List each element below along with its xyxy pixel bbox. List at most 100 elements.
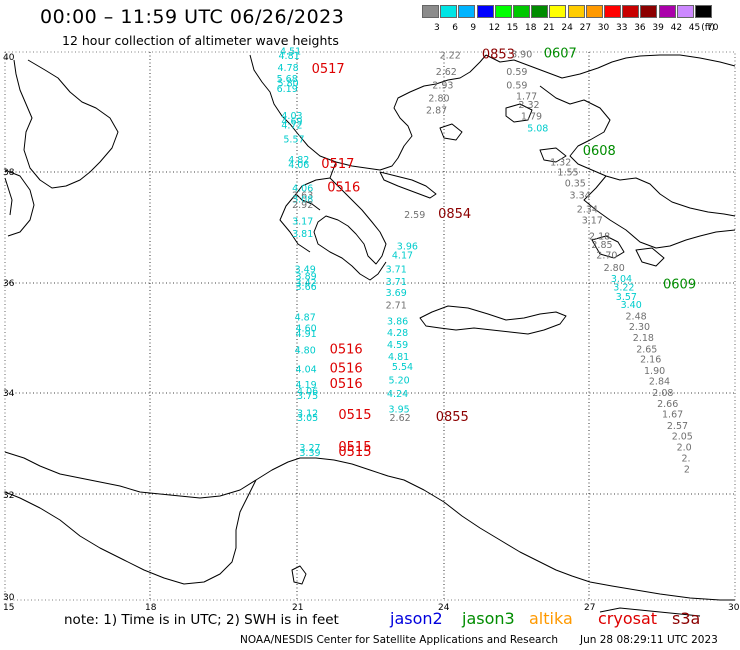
- wave-height-label: 4.24: [387, 389, 408, 400]
- wave-height-label: 1.79: [521, 111, 542, 122]
- scale-label: 45: [688, 23, 701, 33]
- wave-height-label: 3.39: [299, 448, 320, 459]
- track-west: 4.514.814.78 0517 5.685.806.19 4.034.694.72…: [277, 47, 372, 460]
- wave-height-label: 3.71: [386, 264, 407, 275]
- scale-label: 70: [707, 23, 719, 33]
- pass-time-label: 0516: [330, 377, 363, 392]
- wave-height-label: 2.70: [596, 251, 617, 262]
- scale-swatch: [622, 5, 640, 18]
- wave-height-label: 4.72: [281, 121, 302, 132]
- wave-height-label: 2.66: [657, 399, 678, 410]
- wave-height-color-scale: 3 6 9 12 15 18 21 24 27 30 33 36 39 42 45 70 (ft): [422, 5, 732, 35]
- scale-swatch: [549, 5, 567, 18]
- scale-label: 30: [597, 23, 610, 33]
- wave-height-label: 3.40: [621, 300, 642, 311]
- lat-label: 34: [3, 389, 15, 399]
- scale-swatch: [676, 5, 694, 18]
- wave-height-label: 2.87: [426, 105, 447, 116]
- wave-height-label: 2.18: [589, 231, 610, 242]
- pass-time-label: 0515: [338, 440, 371, 455]
- wave-height-label: 3.96: [397, 241, 418, 252]
- wave-height-label: 4.87: [295, 313, 316, 324]
- track-central: 2.62 0855 3.95 4.24 5.20 5.544.814.594.283.86…: [386, 207, 472, 425]
- wave-height-label: 3.08: [292, 195, 313, 206]
- wave-height-label: 1.55: [557, 167, 578, 178]
- scale-swatch: [494, 5, 512, 18]
- wave-height-label: 3.95: [389, 405, 410, 416]
- wave-height-label: 2.92: [292, 200, 313, 211]
- wave-height-label: 3.75: [297, 391, 318, 402]
- scale-swatch: [658, 5, 676, 18]
- wave-height-label: 2.65: [636, 344, 657, 355]
- wave-height-label: 4.82: [288, 155, 309, 166]
- wave-height-label: 2.57: [667, 421, 688, 432]
- wave-height-label: 2.80: [428, 93, 449, 104]
- pass-time-label: 0516: [330, 362, 363, 377]
- generated-timestamp: Jun 28 08:29:11 UTC 2023: [580, 634, 718, 646]
- scale-label: 15: [506, 23, 519, 33]
- wave-height-label: 4.04: [296, 365, 317, 376]
- wave-height-label: 5.20: [389, 376, 410, 387]
- scale-swatch: [604, 5, 621, 18]
- wave-height-label: 3.04: [611, 274, 632, 285]
- scale-label: 42: [670, 23, 683, 33]
- wave-height-label: 4.17: [392, 251, 413, 262]
- wave-height-label: 2.93: [432, 81, 453, 92]
- pass-time-label: 0607: [544, 47, 577, 62]
- pass-time-label: 0854: [438, 207, 471, 222]
- pass-time-label: 0515: [338, 445, 371, 460]
- wave-height-label: 4.28: [387, 328, 408, 339]
- wave-height-label: 2.30: [629, 322, 650, 333]
- wave-height-label: 1.32: [550, 157, 571, 168]
- wave-height-label: 4.19: [296, 380, 317, 391]
- scale-label: 6: [452, 23, 458, 33]
- track-east: 2.182.852.702.803.04 06093.223.573.402.48…: [589, 231, 696, 475]
- wave-height-label: 4.69: [281, 116, 302, 127]
- scale-label: 9: [470, 23, 477, 33]
- scale-label: 12: [488, 23, 501, 33]
- map-subtitle: 12 hour collection of altimeter wave hei…: [62, 33, 339, 48]
- wave-height-label: 2.34: [577, 205, 598, 216]
- scale-label: 24: [561, 23, 573, 33]
- lat-lon-grid: [5, 52, 735, 600]
- wave-height-label: 3.71: [386, 277, 407, 288]
- lon-label: 15: [3, 603, 14, 613]
- scale-label: 3: [434, 23, 440, 33]
- scale-label: 39: [652, 23, 664, 33]
- wave-height-label: 0.59: [506, 81, 527, 92]
- lat-label: 30: [3, 593, 15, 603]
- wave-height-label: 3.86: [387, 316, 408, 327]
- wave-height-label: 5.54: [392, 362, 413, 373]
- lat-label: 40: [3, 53, 15, 63]
- pass-time-label: 0608: [583, 144, 616, 159]
- lat-label: 38: [3, 168, 15, 178]
- wave-height-label: 0.59: [506, 67, 527, 78]
- map-title: 00:00 – 11:59 UTC 06/26/2023: [40, 6, 345, 28]
- scale-label: 27: [579, 23, 592, 33]
- scale-swatch: [531, 5, 549, 18]
- scale-swatch: [476, 5, 494, 18]
- scale-swatch: [585, 5, 603, 18]
- wave-height-label: 1.67: [662, 410, 683, 421]
- pass-time-label: 0517: [312, 62, 345, 77]
- scale-swatch: [695, 5, 712, 18]
- wave-height-label: 3.42: [296, 278, 317, 289]
- wave-height-label: 1.90: [644, 366, 665, 377]
- wave-height-label: 2.62: [390, 413, 411, 424]
- wave-height-label: 2: [684, 464, 690, 475]
- wave-height-label: 2.80: [604, 263, 625, 274]
- pass-time-label: 0609: [663, 278, 696, 293]
- lon-label: 18: [145, 603, 157, 613]
- pass-time-label: 0855: [436, 410, 469, 425]
- wave-height-label: 2.: [682, 453, 691, 464]
- wave-height-label: 3.34: [570, 190, 591, 201]
- wave-height-label: 3.90: [511, 50, 532, 61]
- wave-height-label: 4.06: [288, 160, 309, 171]
- pass-time-label: 0853: [482, 48, 515, 63]
- longitude-axis-labels: 15 18 21 24 27 30: [3, 603, 740, 613]
- wave-height-label: 2.59: [404, 210, 425, 221]
- wave-height-label: 6.19: [277, 84, 298, 95]
- wave-height-label: 4.06: [297, 387, 318, 398]
